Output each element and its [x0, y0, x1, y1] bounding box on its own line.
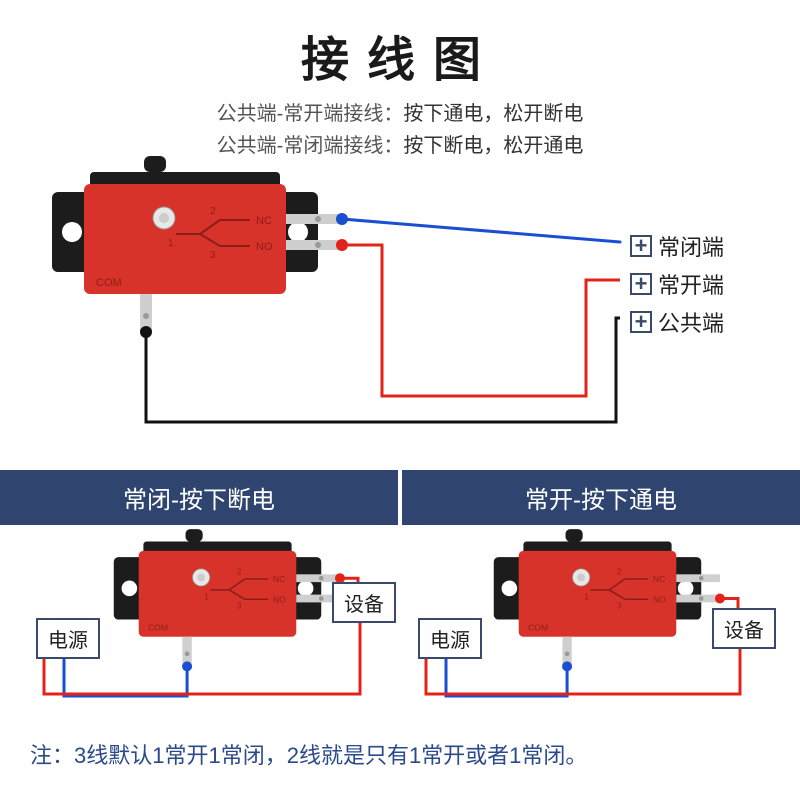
svg-text:1: 1	[204, 592, 208, 601]
svg-text:2: 2	[617, 567, 621, 576]
terminal-nc: + 常闭端	[630, 230, 724, 262]
power-label-right: 电源	[418, 618, 482, 659]
svg-text:2: 2	[210, 206, 216, 217]
header-right: 常开-按下通电	[402, 470, 800, 525]
svg-text:1: 1	[584, 592, 588, 601]
svg-text:NO: NO	[273, 594, 286, 604]
footnote: 注：3线默认1常开1常闭，2线就是只有1常开或者1常闭。	[0, 738, 800, 770]
terminal-com: + 公共端	[630, 306, 724, 338]
plus-icon: +	[630, 273, 652, 295]
svg-text:COM: COM	[96, 277, 122, 289]
svg-text:3: 3	[617, 602, 621, 611]
svg-text:3: 3	[237, 602, 241, 611]
plus-icon: +	[630, 311, 652, 333]
power-label-left: 电源	[36, 618, 100, 659]
device-label-left: 设备	[332, 582, 396, 623]
svg-text:3: 3	[210, 250, 216, 261]
diagram-svg: NC NO COM 2 3 1 NC NO COM 2 3 1 NC NO COM 2 3 1	[0, 0, 800, 800]
terminal-no-label: 常开端	[658, 268, 724, 300]
svg-text:NO: NO	[256, 241, 273, 253]
terminal-no: + 常开端	[630, 268, 724, 300]
svg-text:NC: NC	[653, 574, 665, 584]
svg-text:COM: COM	[148, 622, 168, 632]
svg-text:NO: NO	[653, 594, 666, 604]
svg-text:NC: NC	[256, 215, 272, 227]
svg-text:2: 2	[237, 567, 241, 576]
svg-text:1: 1	[168, 238, 174, 249]
svg-text:NC: NC	[273, 574, 285, 584]
header-left: 常闭-按下断电	[0, 470, 398, 525]
plus-icon: +	[630, 235, 652, 257]
terminal-com-label: 公共端	[658, 306, 724, 338]
terminal-nc-label: 常闭端	[658, 230, 724, 262]
device-label-right: 设备	[712, 608, 776, 649]
section-headers: 常闭-按下断电 常开-按下通电	[0, 470, 800, 525]
svg-text:COM: COM	[528, 622, 548, 632]
